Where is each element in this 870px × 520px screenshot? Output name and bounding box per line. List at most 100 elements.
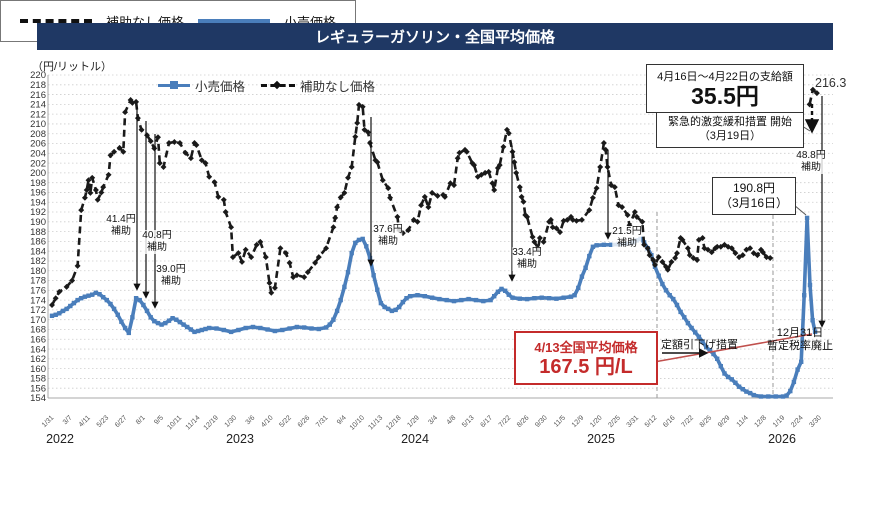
svg-text:9/5: 9/5 [153,414,165,426]
svg-text:166: 166 [30,334,46,345]
svg-text:4/11: 4/11 [78,414,92,428]
svg-text:3/4: 3/4 [427,414,439,426]
svg-text:218: 218 [30,80,46,91]
subsidy-amount-label: 48.8円 補助 [796,150,826,174]
chart-title-bar: レギュラーガソリン・全国平均価格 [37,23,833,50]
svg-text:6/26: 6/26 [297,414,312,429]
svg-text:3/7: 3/7 [62,414,74,426]
svg-text:2023: 2023 [226,432,254,446]
svg-text:8/25: 8/25 [699,414,714,429]
subsidy-amount-label: 33.4円 補助 [512,247,542,271]
svg-text:12/9: 12/9 [571,414,586,429]
svg-text:172: 172 [30,305,46,316]
svg-text:200: 200 [30,168,46,179]
svg-text:158: 158 [30,374,46,385]
svg-text:6/16: 6/16 [662,414,677,429]
payment-amount: 35.5円 [691,83,759,109]
chart-title: レギュラーガソリン・全国平均価格 [314,29,555,46]
svg-text:7/22: 7/22 [498,414,513,429]
legend-top: 小売価格 補助なし価格 [158,76,375,95]
svg-text:5/22: 5/22 [278,414,293,429]
svg-text:170: 170 [30,315,46,326]
svg-text:160: 160 [30,364,46,375]
legend-unsubsidized-label: 補助なし価格 [300,80,376,94]
svg-text:192: 192 [30,207,46,218]
retail-line-swatch-icon [158,81,190,89]
svg-text:6/17: 6/17 [479,414,494,429]
y-axis-unit-label: （円/リットル） [32,61,113,73]
subsidy-amount-label: 40.8円 補助 [142,230,172,254]
svg-text:184: 184 [30,246,46,257]
svg-text:11/5: 11/5 [553,414,567,428]
svg-text:174: 174 [30,295,46,306]
peak-price-value: 190.8円 [732,181,776,195]
svg-text:2025: 2025 [587,432,615,446]
svg-text:12/18: 12/18 [385,414,402,431]
subsidy-amount-label: 41.4円 補助 [106,214,136,238]
current-price-label: 4/13全国平均価格 [534,340,638,355]
svg-text:7/31: 7/31 [315,414,330,429]
svg-text:208: 208 [30,129,46,140]
current-average-price-callout: 4/13全国平均価格 167.5 円/L [514,331,658,385]
svg-text:168: 168 [30,325,46,336]
svg-text:212: 212 [30,109,46,120]
retail-line-swatch-icon [198,19,270,23]
subsidy-payment-callout: 4月16日～4月22日の支給額 35.5円 [646,64,804,114]
svg-text:156: 156 [30,383,46,394]
legend-retail-label: 小売価格 [195,80,246,94]
svg-text:2024: 2024 [401,432,429,446]
svg-text:2/24: 2/24 [790,414,805,429]
tax-abolition-line1: 12月31日 [776,327,824,339]
svg-text:204: 204 [30,149,46,160]
svg-text:190: 190 [30,217,46,228]
svg-text:9/29: 9/29 [717,414,732,429]
svg-text:162: 162 [30,354,46,365]
final-unsubsidized-price: 216.3 [815,76,847,90]
svg-text:5/13: 5/13 [461,414,476,429]
svg-text:216: 216 [30,90,46,101]
svg-text:11/14: 11/14 [185,414,202,431]
subsidy-amount-label: 37.6円 補助 [373,224,403,248]
svg-text:2/25: 2/25 [607,414,622,429]
svg-text:1/20: 1/20 [589,414,604,429]
x-axis-ticks: 1/31 3/7 4/11 5/23 6/27 8/1 9/5 10/11 11/14 12/19… [41,414,823,431]
svg-text:3/31: 3/31 [626,414,641,429]
emergency-measure-callout: 緊急的激変緩和措置 開始 （3月19日） [656,112,804,148]
svg-text:1/30: 1/30 [224,414,239,429]
svg-text:182: 182 [30,256,46,267]
svg-text:188: 188 [30,227,46,238]
svg-text:10/10: 10/10 [349,414,366,431]
tax-abolition-label: 12月31日 暫定税率廃止 [763,327,837,352]
legend-retail: 小売価格 [158,76,245,95]
svg-text:6/27: 6/27 [114,414,129,429]
svg-text:186: 186 [30,237,46,248]
fixed-reduction-label: 定額引下げ措置 [661,339,738,351]
svg-text:8/1: 8/1 [135,414,147,426]
svg-text:8/26: 8/26 [516,414,531,429]
svg-text:12/8: 12/8 [754,414,769,429]
legend-unsubsidized: 補助なし価格 [261,76,375,95]
svg-text:11/4: 11/4 [736,414,750,428]
svg-text:4/8: 4/8 [446,414,458,426]
subsidy-amount-label: 39.0円 補助 [156,264,186,288]
tax-abolition-line2: 暫定税率廃止 [767,339,833,352]
svg-text:3/30: 3/30 [808,414,823,429]
y-axis-labels: 1541561581601621641661681701721741761781… [30,70,46,404]
svg-text:220: 220 [30,70,46,81]
ref-lines [656,212,774,398]
annotation-connectors [653,104,820,363]
svg-text:10/11: 10/11 [166,414,183,431]
svg-text:3/6: 3/6 [245,414,257,426]
svg-text:214: 214 [30,100,46,111]
svg-text:12/19: 12/19 [203,414,220,431]
svg-text:210: 210 [30,119,46,130]
svg-text:194: 194 [30,197,46,208]
svg-text:9/4: 9/4 [336,414,348,426]
svg-text:1/31: 1/31 [41,414,56,429]
svg-text:178: 178 [30,276,46,287]
svg-text:198: 198 [30,178,46,189]
subsidy-arrows [133,96,826,328]
svg-text:7/22: 7/22 [680,414,695,429]
unsubsidized-line-swatch-icon [19,19,92,23]
